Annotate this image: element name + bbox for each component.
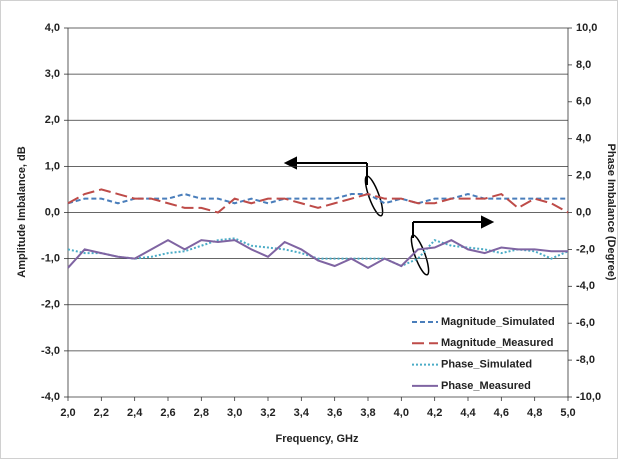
x-tick-label: 3,8 bbox=[360, 407, 375, 419]
x-tick-label: 3,0 bbox=[227, 407, 242, 419]
y-tick-label: -2,0 bbox=[41, 299, 60, 311]
x-tick-label: 3,2 bbox=[260, 407, 275, 419]
y2-tick-label: 10,0 bbox=[576, 22, 597, 34]
y2-tick-label: -10,0 bbox=[576, 391, 601, 403]
x-tick-label: 2,4 bbox=[127, 407, 143, 419]
x-tick-label: 2,0 bbox=[60, 407, 75, 419]
y2-tick-label: 8,0 bbox=[576, 59, 591, 71]
series-line bbox=[67, 239, 568, 269]
y2-tick-label: 4,0 bbox=[576, 133, 591, 145]
y-tick-label: 3,0 bbox=[45, 68, 60, 80]
y-tick-label: 2,0 bbox=[45, 114, 60, 126]
x-tick-label: 4,2 bbox=[427, 407, 442, 419]
legend-label: Phase_Measured bbox=[441, 380, 531, 392]
series-line bbox=[67, 188, 569, 214]
y2-tick-label: 2,0 bbox=[576, 170, 591, 182]
y2-tick-label: -2,0 bbox=[576, 243, 595, 255]
x-tick-label: 4,6 bbox=[494, 407, 509, 419]
y-tick-label: 4,0 bbox=[45, 22, 60, 34]
y2-tick-label: -8,0 bbox=[576, 354, 595, 366]
x-tick-label: 4,8 bbox=[527, 407, 542, 419]
y2-tick-label: -4,0 bbox=[576, 280, 595, 292]
x-tick-label: 4,0 bbox=[394, 407, 409, 419]
y2-tick-label: 6,0 bbox=[576, 96, 591, 108]
x-axis-title: Frequency, GHz bbox=[276, 433, 359, 445]
x-tick-label: 2,6 bbox=[160, 407, 175, 419]
x-tick-label: 2,8 bbox=[194, 407, 209, 419]
x-tick-label: 3,4 bbox=[294, 407, 310, 419]
x-tick-label: 3,6 bbox=[327, 407, 342, 419]
y-axis-title: Amplitude Imbalance, dB bbox=[16, 146, 28, 277]
legend-label: Magnitude_Simulated bbox=[441, 316, 555, 328]
y2-axis-title: Phase Imbalance (Degree) bbox=[605, 144, 617, 281]
y-tick-label: 0,0 bbox=[45, 206, 60, 218]
y2-tick-label: -6,0 bbox=[576, 317, 595, 329]
x-tick-label: 5,0 bbox=[560, 407, 575, 419]
x-tick-label: 2,2 bbox=[94, 407, 109, 419]
y-tick-label: 1,0 bbox=[45, 160, 60, 172]
x-tick-label: 4,4 bbox=[460, 407, 476, 419]
legend-label: Phase_Simulated bbox=[441, 359, 532, 371]
series-line bbox=[67, 237, 569, 268]
y-tick-label: -3,0 bbox=[41, 345, 60, 357]
y-tick-label: -1,0 bbox=[41, 253, 60, 265]
y-tick-label: -4,0 bbox=[41, 391, 60, 403]
y2-tick-label: 0,0 bbox=[576, 206, 591, 218]
legend-label: Magnitude_Measured bbox=[441, 337, 553, 349]
